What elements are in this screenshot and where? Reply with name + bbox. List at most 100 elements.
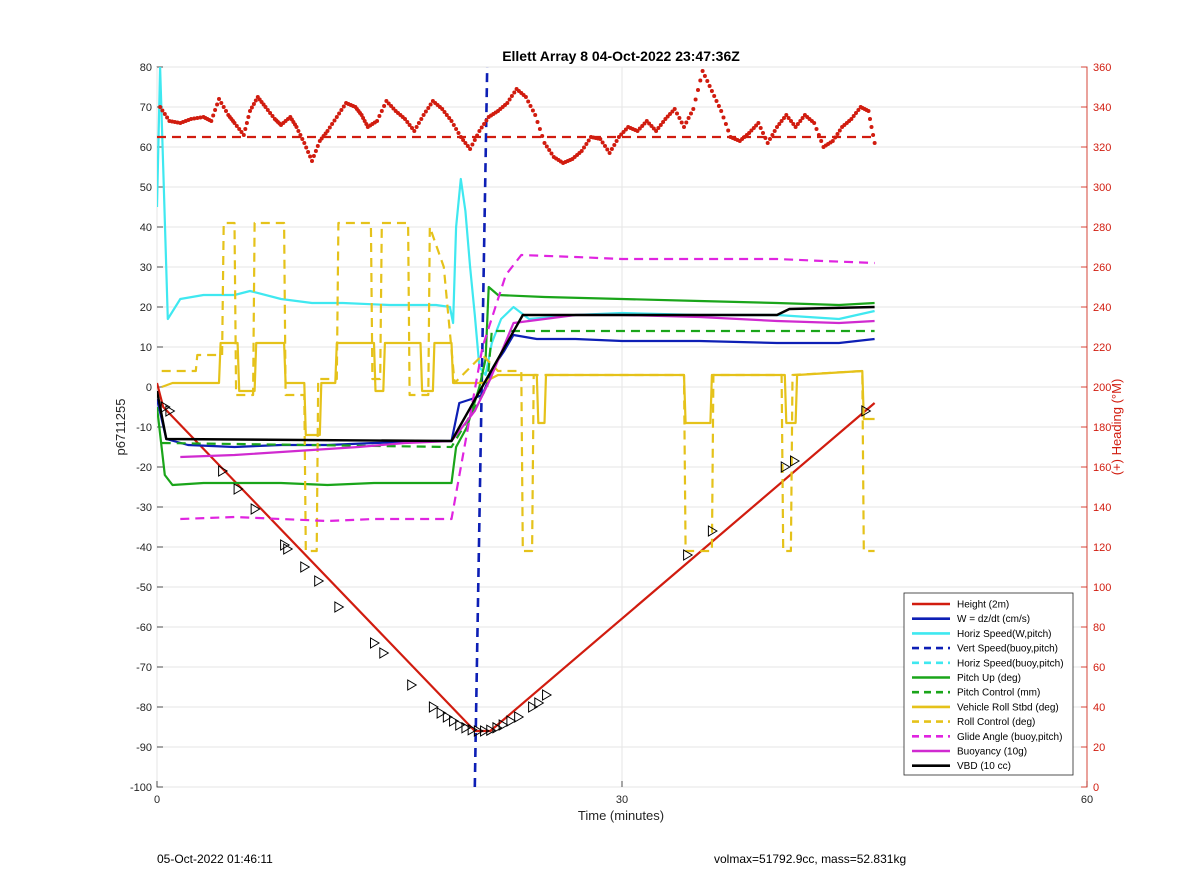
right-y-axis-label: (+) Heading (°M) bbox=[1109, 379, 1124, 476]
heading-point bbox=[311, 154, 316, 158]
heading-point bbox=[213, 108, 218, 112]
heading-point bbox=[306, 150, 311, 154]
dive-marker bbox=[528, 701, 539, 713]
heading-point bbox=[691, 107, 696, 111]
heading-points bbox=[158, 69, 877, 165]
heading-point bbox=[246, 115, 251, 119]
heading-point bbox=[253, 98, 258, 103]
heading-point bbox=[444, 113, 449, 117]
heading-point bbox=[248, 109, 252, 113]
heading-point bbox=[507, 97, 512, 102]
heading-point bbox=[211, 113, 216, 118]
y-tick-label: -50 bbox=[136, 582, 152, 594]
heading-point bbox=[454, 127, 459, 131]
x-axis-label: Time (minutes) bbox=[578, 808, 664, 823]
heading-point bbox=[189, 117, 194, 121]
heading-point bbox=[672, 107, 677, 111]
dive-marker bbox=[467, 723, 478, 736]
x-tick-label: 0 bbox=[154, 794, 160, 806]
legend-label-11: VBD (10 cc) bbox=[957, 761, 1011, 772]
heading-point bbox=[217, 97, 221, 101]
y-tick-label: 10 bbox=[140, 342, 152, 354]
dive-marker bbox=[283, 543, 294, 555]
heading-point bbox=[605, 147, 610, 152]
heading-point bbox=[812, 121, 817, 125]
heading-point bbox=[268, 111, 273, 115]
heading-point bbox=[716, 104, 721, 108]
right-y-tick-label: 160 bbox=[1093, 462, 1111, 474]
heading-point bbox=[523, 95, 528, 99]
y-tick-label: 60 bbox=[140, 142, 152, 154]
legend-label-2: Horiz Speed(W,pitch) bbox=[957, 629, 1051, 640]
heading-point bbox=[249, 105, 254, 110]
dive-markers bbox=[160, 401, 872, 737]
dive-marker bbox=[280, 539, 291, 551]
series-line-5 bbox=[157, 285, 875, 487]
heading-point bbox=[330, 122, 335, 126]
heading-point bbox=[679, 120, 684, 125]
series-line-6 bbox=[161, 329, 875, 449]
heading-point bbox=[244, 121, 249, 125]
heading-point bbox=[851, 114, 856, 118]
dive-marker bbox=[218, 465, 229, 477]
legend-label-4: Horiz Speed(buoy,pitch) bbox=[957, 658, 1064, 669]
series-line-8 bbox=[161, 221, 875, 553]
y-tick-label: 80 bbox=[140, 62, 152, 74]
heading-point bbox=[658, 123, 663, 127]
heading-point bbox=[656, 126, 661, 130]
heading-point bbox=[833, 135, 838, 140]
heading-point bbox=[224, 109, 228, 113]
heading-point bbox=[160, 108, 165, 113]
right-y-tick-label: 0 bbox=[1093, 782, 1099, 794]
heading-point bbox=[856, 108, 861, 112]
dive-marker bbox=[506, 715, 517, 727]
legend-label-3: Vert Speed(buoy,pitch) bbox=[957, 644, 1058, 655]
right-y-tick-label: 60 bbox=[1093, 662, 1105, 674]
heading-point bbox=[509, 94, 514, 98]
heading-point bbox=[689, 111, 693, 116]
heading-point bbox=[447, 116, 452, 120]
heading-point bbox=[456, 131, 461, 135]
heading-point bbox=[772, 129, 777, 133]
heading-point bbox=[791, 122, 796, 126]
heading-point bbox=[405, 120, 410, 124]
heading-point bbox=[468, 147, 473, 151]
y-tick-label: 0 bbox=[146, 382, 152, 394]
heading-point bbox=[241, 133, 246, 137]
y-tick-label: -60 bbox=[136, 622, 152, 634]
heading-point bbox=[162, 112, 167, 116]
heading-point bbox=[786, 116, 791, 120]
dive-marker bbox=[334, 601, 345, 613]
heading-point bbox=[270, 114, 275, 118]
heading-point bbox=[609, 147, 614, 151]
heading-point bbox=[528, 104, 533, 108]
heading-point bbox=[234, 124, 239, 128]
y-tick-label: 40 bbox=[140, 222, 152, 234]
heading-point bbox=[458, 135, 463, 139]
heading-point bbox=[868, 117, 872, 121]
heading-point bbox=[198, 115, 203, 120]
heading-point bbox=[423, 109, 428, 114]
right-y-tick-label: 220 bbox=[1093, 342, 1111, 354]
heading-point bbox=[607, 151, 612, 155]
dive-marker bbox=[300, 561, 311, 573]
heading-point bbox=[221, 105, 226, 109]
heading-point bbox=[265, 108, 270, 112]
heading-point bbox=[782, 116, 786, 120]
heading-point bbox=[705, 79, 710, 83]
heading-point bbox=[647, 121, 652, 126]
dive-marker bbox=[461, 721, 472, 734]
heading-point bbox=[849, 117, 854, 121]
legend-label-1: W = dz/dt (cm/s) bbox=[957, 614, 1030, 625]
legend-label-9: Glide Angle (buoy,pitch) bbox=[957, 732, 1062, 743]
footer-timestamp: 05-Oct-2022 01:46:11 bbox=[157, 852, 273, 866]
heading-point bbox=[296, 129, 301, 133]
y-tick-label: -20 bbox=[136, 462, 152, 474]
heading-point bbox=[215, 102, 220, 107]
heading-point bbox=[379, 109, 384, 113]
heading-point bbox=[700, 69, 705, 73]
heading-point bbox=[830, 139, 835, 143]
series-line-9 bbox=[180, 253, 875, 523]
series-line-7 bbox=[161, 341, 875, 437]
